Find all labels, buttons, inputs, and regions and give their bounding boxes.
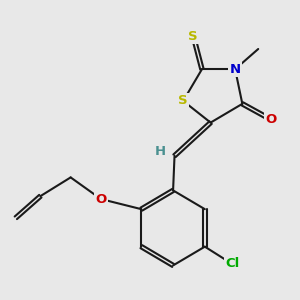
Text: H: H <box>154 145 166 158</box>
Text: O: O <box>266 113 277 126</box>
Text: O: O <box>95 193 106 206</box>
Text: N: N <box>230 63 241 76</box>
Text: Cl: Cl <box>225 257 239 271</box>
Text: S: S <box>178 94 188 107</box>
Text: S: S <box>188 29 198 43</box>
